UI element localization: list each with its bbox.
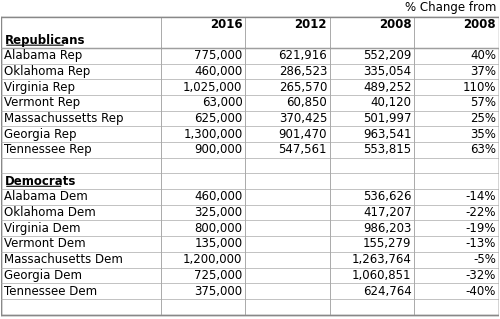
- Text: -22%: -22%: [466, 206, 496, 219]
- Text: 155,279: 155,279: [363, 237, 412, 250]
- Text: Virginia Dem: Virginia Dem: [4, 222, 80, 235]
- Text: 417,207: 417,207: [363, 206, 412, 219]
- Text: 624,764: 624,764: [363, 285, 412, 298]
- Text: 286,523: 286,523: [278, 65, 327, 78]
- Text: 536,626: 536,626: [363, 190, 412, 204]
- Text: Massachusetts Dem: Massachusetts Dem: [4, 253, 123, 266]
- Text: -32%: -32%: [466, 269, 496, 282]
- Text: Georgia Rep: Georgia Rep: [4, 128, 76, 141]
- Text: 60,850: 60,850: [286, 96, 327, 109]
- Text: 40,120: 40,120: [370, 96, 412, 109]
- Text: 40%: 40%: [470, 49, 496, 62]
- Text: 489,252: 489,252: [363, 81, 412, 94]
- Text: 547,561: 547,561: [278, 144, 327, 156]
- Text: 552,209: 552,209: [363, 49, 412, 62]
- Text: 2016: 2016: [210, 18, 242, 31]
- Text: 460,000: 460,000: [194, 190, 242, 204]
- Text: -40%: -40%: [466, 285, 496, 298]
- Text: 1,060,851: 1,060,851: [352, 269, 412, 282]
- Text: 460,000: 460,000: [194, 65, 242, 78]
- Text: Democrats: Democrats: [5, 175, 76, 188]
- Text: -19%: -19%: [466, 222, 496, 235]
- Text: Tennessee Dem: Tennessee Dem: [4, 285, 97, 298]
- Text: Georgia Dem: Georgia Dem: [4, 269, 82, 282]
- Text: 501,997: 501,997: [363, 112, 412, 125]
- Text: 1,025,000: 1,025,000: [183, 81, 242, 94]
- Text: 25%: 25%: [470, 112, 496, 125]
- Text: Vermont Dem: Vermont Dem: [4, 237, 86, 250]
- Text: % Change from: % Change from: [405, 1, 496, 14]
- Text: 621,916: 621,916: [278, 49, 327, 62]
- Text: Tennessee Rep: Tennessee Rep: [4, 144, 92, 156]
- Text: 775,000: 775,000: [194, 49, 242, 62]
- Text: 986,203: 986,203: [363, 222, 412, 235]
- Text: Vermont Rep: Vermont Rep: [4, 96, 80, 109]
- Text: 2008: 2008: [464, 18, 496, 31]
- Text: Alabama Dem: Alabama Dem: [4, 190, 87, 204]
- Text: 265,570: 265,570: [278, 81, 327, 94]
- Text: 901,470: 901,470: [278, 128, 327, 141]
- Text: 2012: 2012: [294, 18, 327, 31]
- Text: -5%: -5%: [474, 253, 496, 266]
- Text: 1,263,764: 1,263,764: [352, 253, 412, 266]
- Text: -14%: -14%: [466, 190, 496, 204]
- Text: Massachussetts Rep: Massachussetts Rep: [4, 112, 124, 125]
- Text: 375,000: 375,000: [194, 285, 242, 298]
- Text: 553,815: 553,815: [364, 144, 412, 156]
- Text: 900,000: 900,000: [194, 144, 242, 156]
- Text: 963,541: 963,541: [363, 128, 412, 141]
- Text: 57%: 57%: [470, 96, 496, 109]
- Text: 35%: 35%: [470, 128, 496, 141]
- Text: 1,300,000: 1,300,000: [184, 128, 242, 141]
- Text: 135,000: 135,000: [194, 237, 242, 250]
- Text: 2008: 2008: [379, 18, 412, 31]
- Text: 63,000: 63,000: [202, 96, 242, 109]
- Text: Oklahoma Rep: Oklahoma Rep: [4, 65, 90, 78]
- Text: Virginia Rep: Virginia Rep: [4, 81, 75, 94]
- Text: 725,000: 725,000: [194, 269, 242, 282]
- Text: 1,200,000: 1,200,000: [183, 253, 242, 266]
- Text: 625,000: 625,000: [194, 112, 242, 125]
- Text: Republicans: Republicans: [5, 34, 86, 47]
- Text: 37%: 37%: [470, 65, 496, 78]
- Text: 800,000: 800,000: [194, 222, 242, 235]
- Bar: [2, 17, 498, 48]
- Text: 110%: 110%: [462, 81, 496, 94]
- Text: Alabama Rep: Alabama Rep: [4, 49, 82, 62]
- Text: 370,425: 370,425: [278, 112, 327, 125]
- Text: 325,000: 325,000: [194, 206, 242, 219]
- Text: -13%: -13%: [466, 237, 496, 250]
- Text: 63%: 63%: [470, 144, 496, 156]
- Text: 335,054: 335,054: [364, 65, 412, 78]
- Text: Oklahoma Dem: Oklahoma Dem: [4, 206, 96, 219]
